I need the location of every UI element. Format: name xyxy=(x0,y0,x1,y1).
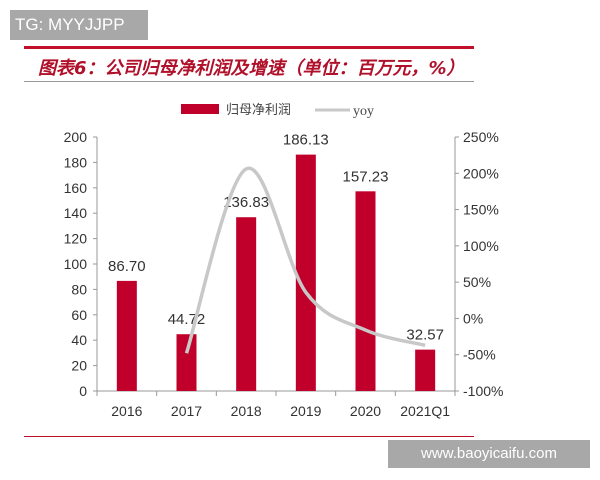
title-bottom-rule xyxy=(24,81,474,82)
right-tick-label: -100% xyxy=(463,383,503,399)
left-tick-label: 80 xyxy=(71,281,87,297)
bar-label: 136.83 xyxy=(223,194,269,211)
bar-label: 86.70 xyxy=(108,258,146,275)
watermark-bottom: www.baoyicaifu.com xyxy=(388,440,590,468)
x-tick-label: 2021Q1 xyxy=(400,403,450,419)
bar xyxy=(116,280,137,391)
x-tick-label: 2019 xyxy=(290,403,321,419)
bar-label: 186.13 xyxy=(283,132,329,149)
right-tick-label: 100% xyxy=(463,238,499,254)
x-tick-label: 2018 xyxy=(231,403,262,419)
left-tick-label: 60 xyxy=(71,307,87,323)
right-tick-label: 50% xyxy=(463,274,491,290)
left-tick-label: 140 xyxy=(64,205,88,221)
left-tick-label: 20 xyxy=(71,358,87,374)
right-tick-label: 150% xyxy=(463,202,499,218)
left-tick-label: 160 xyxy=(64,180,88,196)
bar-label: 44.72 xyxy=(168,311,206,328)
legend-bar-swatch xyxy=(181,104,219,114)
bar xyxy=(415,349,436,391)
x-tick-label: 2020 xyxy=(350,403,381,419)
right-tick-label: 0% xyxy=(463,310,483,326)
left-tick-label: 120 xyxy=(64,231,88,247)
yoy-line xyxy=(184,166,426,354)
right-tick-label: -50% xyxy=(463,347,496,363)
x-tick-label: 2016 xyxy=(111,403,142,419)
title-top-rule xyxy=(24,46,474,49)
watermark-top: TG: MYYJJPP xyxy=(10,10,148,40)
left-tick-label: 180 xyxy=(64,154,88,170)
legend-bar-label: 归母净利润 xyxy=(226,102,291,117)
bar xyxy=(176,334,197,391)
right-tick-label: 200% xyxy=(463,165,499,181)
bar xyxy=(295,154,316,391)
bottom-rule xyxy=(24,436,474,437)
left-tick-label: 100 xyxy=(64,256,88,272)
right-tick-label: 250% xyxy=(463,129,499,145)
left-tick-label: 200 xyxy=(64,129,88,145)
legend-line-label: yoy xyxy=(353,104,374,119)
bar-label: 32.57 xyxy=(406,327,444,344)
x-tick-label: 2017 xyxy=(171,403,202,419)
left-tick-label: 40 xyxy=(71,332,87,348)
bar xyxy=(355,191,376,391)
bar-label: 157.23 xyxy=(343,168,389,185)
chart-title: 图表6：公司归母净利润及增速（单位：百万元，%） xyxy=(38,58,465,79)
bar xyxy=(236,217,257,391)
left-tick-label: 0 xyxy=(79,383,87,399)
